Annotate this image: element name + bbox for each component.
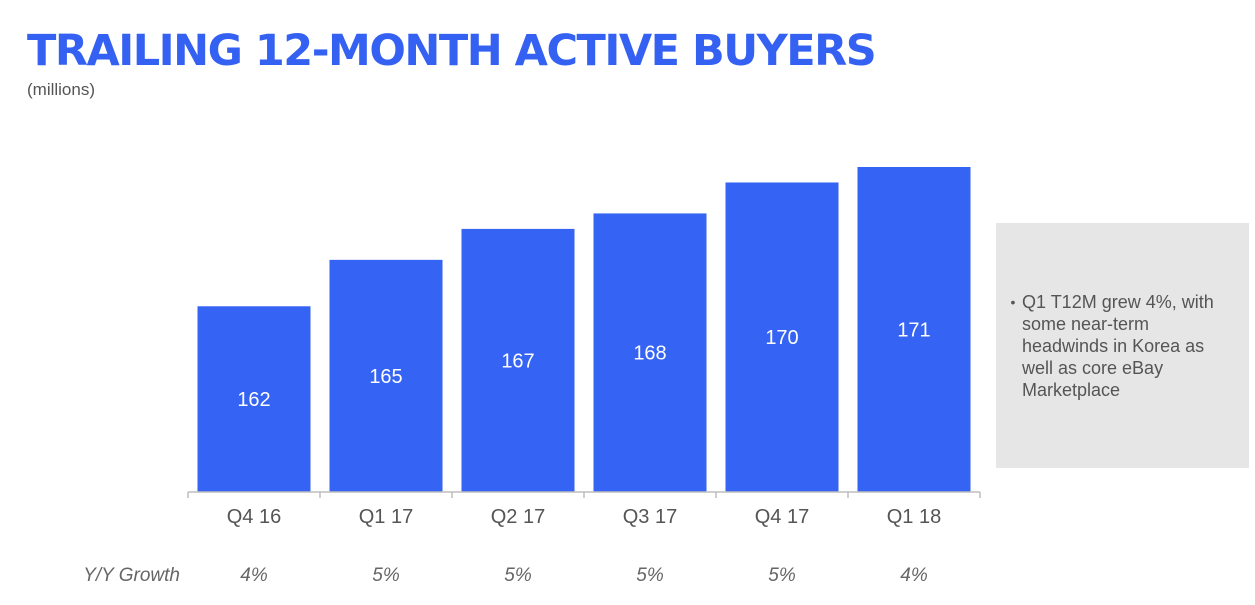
x-tick-label-2: Q2 17 [491,506,545,528]
x-tick-label-3: Q3 17 [623,506,677,528]
growth-value-4: 5% [768,565,796,586]
callout-text: Q1 T12M grew 4%, with some near-term hea… [1022,291,1214,400]
data-label-5: 171 [897,320,930,342]
callout-item: • Q1 T12M grew 4%, with some near-term h… [1004,291,1233,401]
callout-box: • Q1 T12M grew 4%, with some near-term h… [996,223,1249,468]
data-label-3: 168 [633,343,666,365]
bar-5 [857,167,971,492]
bar-3 [593,213,707,492]
bullet-icon: • [1010,293,1016,310]
growth-value-3: 5% [636,565,664,586]
chart-subtitle: (millions) [27,80,95,99]
growth-value-1: 5% [372,565,400,586]
data-label-0: 162 [237,389,270,411]
chart-title: TRAILING 12-MONTH ACTIVE BUYERS [27,26,877,76]
x-tick-label-1: Q1 17 [359,506,413,528]
data-label-2: 167 [501,350,534,372]
data-label-4: 170 [765,327,798,349]
growth-value-0: 4% [240,565,268,586]
x-tick-label-5: Q1 18 [887,506,941,528]
bar-1 [329,259,443,492]
x-tick-label-4: Q4 17 [755,506,809,528]
bar-4 [725,182,839,492]
bar-2 [461,228,575,492]
growth-value-2: 5% [504,565,532,586]
growth-value-5: 4% [900,565,928,586]
growth-row-label: Y/Y Growth [83,565,180,586]
data-label-1: 165 [369,366,402,388]
x-tick-label-0: Q4 16 [227,506,281,528]
bar-0 [197,306,311,492]
